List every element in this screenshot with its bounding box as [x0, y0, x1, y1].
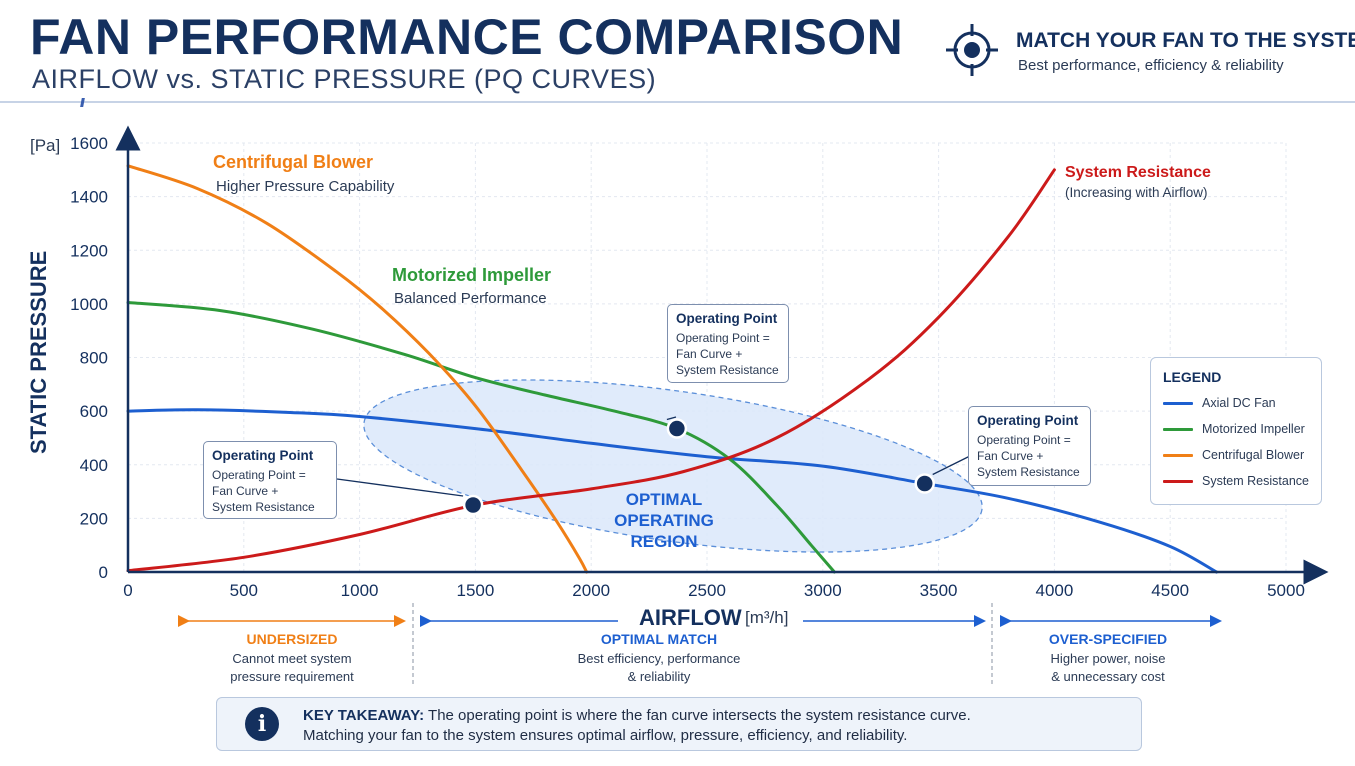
- series-axial-dc-fan: [126, 408, 1218, 574]
- y-tick-label: 1600: [70, 134, 108, 153]
- series-system-resistance: [126, 168, 1056, 573]
- x-axis-title: AIRFLOW: [639, 605, 742, 630]
- legend-swatch: [1163, 454, 1193, 458]
- y-tick-label: 600: [80, 402, 108, 421]
- operating-point-marker: [914, 473, 935, 494]
- header-divider: [0, 101, 1355, 103]
- callout-title: Operating Point: [977, 413, 1079, 428]
- impeller-annotation-title: Motorized Impeller: [392, 265, 552, 285]
- y-tick-label: 400: [80, 456, 108, 475]
- y-axis-title: STATIC PRESSURE: [26, 250, 51, 454]
- callout-text: Operating Point = Fan Curve + System Res…: [977, 433, 1080, 479]
- target-icon: [946, 24, 998, 76]
- takeaway-line-1: KEY TAKEAWAY: The operating point is whe…: [303, 707, 971, 724]
- optimal-text: Best efficiency, performance & reliabili…: [577, 651, 741, 684]
- info-icon: i: [245, 707, 279, 741]
- x-tick-label: 3500: [920, 581, 958, 600]
- x-tick-label: 4000: [1035, 581, 1073, 600]
- y-tick-label: 200: [80, 509, 108, 528]
- callout-text: Operating Point = Fan Curve + System Res…: [676, 331, 779, 377]
- takeaway-text-1: The operating point is where the fan cur…: [428, 707, 971, 724]
- y-tick-label: 1400: [70, 188, 108, 207]
- legend-item-centrifugal: Centrifugal Blower: [1163, 448, 1304, 464]
- system-annotation-text: (Increasing with Airflow): [1065, 185, 1208, 200]
- legend-label: Centrifugal Blower: [1202, 448, 1305, 462]
- y-tick-label: 800: [80, 349, 108, 368]
- callout-text: Operating Point = Fan Curve + System Res…: [212, 468, 315, 514]
- y-tick-label: 0: [99, 563, 108, 582]
- legend-label: System Resistance: [1202, 474, 1309, 488]
- undersized-title: UNDERSIZED: [246, 631, 338, 647]
- callout-title: Operating Point: [212, 448, 314, 463]
- x-tick-label: 0: [123, 581, 132, 600]
- impeller-annotation-text: Balanced Performance: [394, 290, 547, 307]
- y-axis-unit: [Pa]: [30, 136, 61, 155]
- match-subtitle: Best performance, efficiency & reliabili…: [1018, 57, 1284, 74]
- series-motorized-impeller: [126, 301, 836, 574]
- legend-item-axial: Axial DC Fan: [1163, 396, 1276, 412]
- legend-swatch: [1163, 428, 1193, 432]
- legend-label: Motorized Impeller: [1202, 422, 1305, 436]
- takeaway-label: KEY TAKEAWAY:: [303, 707, 425, 724]
- page-subtitle: AIRFLOW vs. STATIC PRESSURE (PQ CURVES): [32, 64, 657, 94]
- legend-swatch: [1163, 480, 1193, 484]
- match-title: MATCH YOUR FAN TO THE SYSTEM: [1016, 29, 1355, 52]
- over-text: Higher power, noise & unnecessary cost: [1050, 651, 1166, 684]
- x-tick-label: 2500: [688, 581, 726, 600]
- x-axis-unit: [m³/h]: [745, 608, 789, 627]
- x-tick-label: 4500: [1151, 581, 1189, 600]
- optimal-title: OPTIMAL MATCH: [600, 631, 718, 647]
- system-annotation-title: System Resistance: [1065, 164, 1211, 181]
- operating-point-marker: [666, 418, 688, 439]
- callout-title: Operating Point: [676, 311, 778, 326]
- legend-label: Axial DC Fan: [1202, 396, 1276, 410]
- legend-item-system: System Resistance: [1163, 474, 1309, 490]
- optimal-region-label: OPERATING: [614, 511, 714, 530]
- page-title: FAN PERFORMANCE COMPARISON: [30, 9, 904, 65]
- callout-leader: [336, 478, 464, 497]
- legend-title: LEGEND: [1163, 369, 1222, 385]
- operating-point-callout: Operating Point Operating Point = Fan Cu…: [203, 441, 337, 519]
- callout-leader: [666, 416, 677, 421]
- legend-item-impeller: Motorized Impeller: [1163, 422, 1305, 438]
- centrifugal-annotation-text: Higher Pressure Capability: [216, 178, 395, 195]
- optimal-region: [363, 379, 983, 553]
- optimal-region-label: OPTIMAL: [626, 490, 703, 509]
- operating-point-marker: [462, 494, 484, 516]
- x-tick-label: 1500: [456, 581, 494, 600]
- key-takeaway-box: i KEY TAKEAWAY: The operating point is w…: [216, 697, 1142, 751]
- over-title: OVER-SPECIFIED: [1048, 631, 1168, 647]
- operating-point-callout: Operating Point Operating Point = Fan Cu…: [667, 304, 789, 383]
- legend-swatch: [1163, 402, 1193, 406]
- chart-legend: LEGEND Axial DC Fan Motorized Impeller C…: [1150, 357, 1322, 505]
- operating-point-callout: Operating Point Operating Point = Fan Cu…: [968, 406, 1091, 486]
- x-tick-label: 1000: [341, 581, 379, 600]
- centrifugal-annotation-title: Centrifugal Blower: [213, 152, 374, 172]
- x-tick-label: 5000: [1267, 581, 1305, 600]
- undersized-text: Cannot meet system pressure requirement: [230, 651, 354, 684]
- takeaway-line-2: Matching your fan to the system ensures …: [303, 727, 908, 744]
- optimal-region-label: REGION: [630, 532, 697, 551]
- x-tick-label: 3000: [804, 581, 842, 600]
- x-tick-label: 2000: [572, 581, 610, 600]
- series-centrifugal-blower: [126, 164, 589, 574]
- x-tick-label: 500: [230, 581, 258, 600]
- y-tick-label: 1000: [70, 295, 108, 314]
- y-tick-label: 1200: [70, 241, 108, 260]
